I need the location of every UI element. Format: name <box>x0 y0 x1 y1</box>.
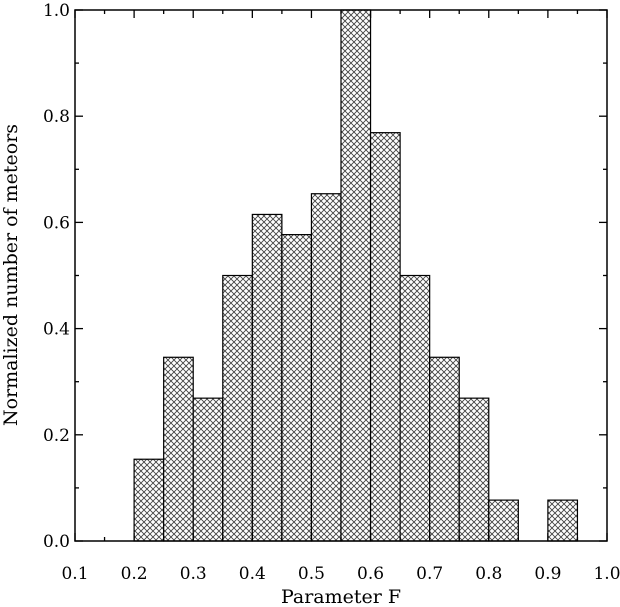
histogram-bar <box>281 234 313 542</box>
histogram-bar <box>133 458 165 542</box>
x-tick-label: 0.5 <box>298 564 325 584</box>
histogram-bar <box>429 356 460 542</box>
x-tick-label: 0.8 <box>475 564 502 584</box>
y-tick-label: 0.0 <box>43 532 70 552</box>
y-axis-label: Normalized number of meteors <box>0 124 22 426</box>
ticks-layer <box>74 9 608 542</box>
y-tick-label: 0.4 <box>43 320 70 340</box>
x-tick-label: 0.6 <box>357 564 384 584</box>
histogram-bar <box>488 499 519 542</box>
x-tick-label: 0.4 <box>239 564 266 584</box>
x-tick-label: 1.0 <box>593 564 620 584</box>
y-tick-label: 0.8 <box>43 107 70 127</box>
x-tick-label: 0.7 <box>416 564 443 584</box>
histogram-bar <box>192 397 224 542</box>
y-tick-label: 1.0 <box>43 1 70 21</box>
histogram-bar <box>547 499 579 542</box>
histogram-bar <box>369 132 401 542</box>
histogram-bar <box>163 356 194 542</box>
histogram-bar <box>251 213 283 542</box>
y-tick-label: 0.6 <box>43 213 70 233</box>
histogram-bar <box>458 397 490 542</box>
y-tick-label: 0.2 <box>43 426 70 446</box>
histogram-bar <box>340 9 372 542</box>
x-tick-label: 0.1 <box>61 564 88 584</box>
labels-layer: 0.1 0.2 0.3 0.4 0.5 0.6 0.7 0.8 0.9 1.0 0.0 0.2 0.4 0… <box>43 1 620 584</box>
histogram-bar <box>399 274 431 542</box>
x-axis-label: Parameter F <box>281 586 401 607</box>
histogram-bar <box>310 193 342 542</box>
histogram-bar <box>222 274 253 542</box>
x-tick-label: 0.3 <box>180 564 207 584</box>
bars-layer <box>133 9 579 542</box>
x-tick-label: 0.9 <box>534 564 561 584</box>
x-tick-label: 0.2 <box>121 564 148 584</box>
